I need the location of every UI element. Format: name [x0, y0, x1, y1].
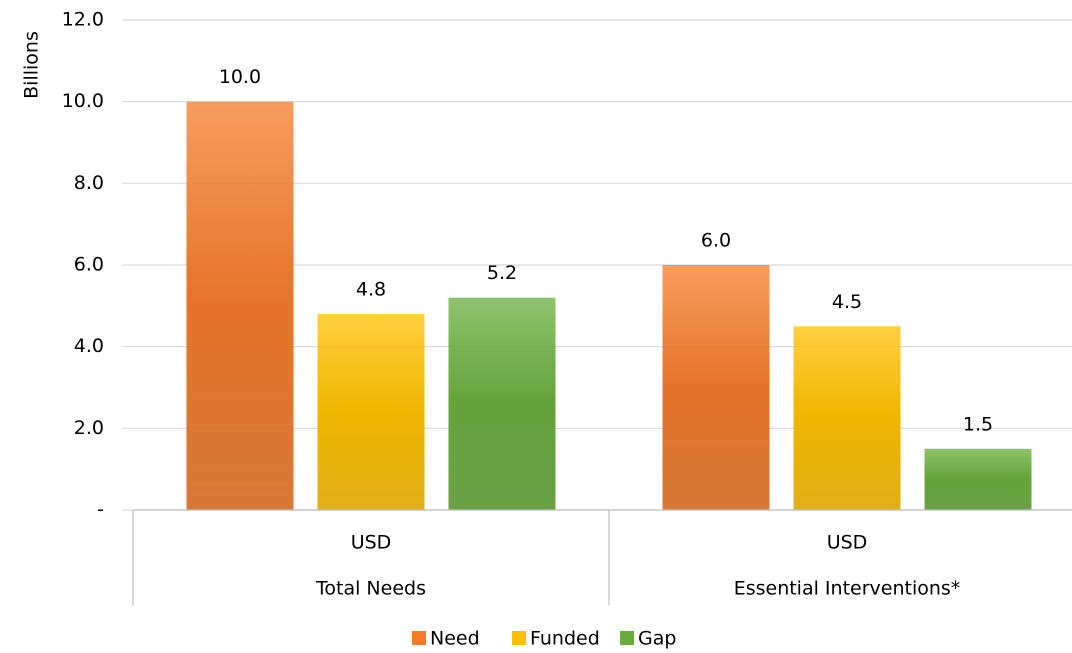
y-tick-label: 10.0 [62, 90, 104, 112]
legend-label: Funded [530, 628, 600, 650]
bar-shade [662, 265, 770, 510]
value-label: 10.0 [219, 66, 261, 88]
bar-shade [924, 448, 1032, 510]
legend-swatch [512, 631, 526, 645]
y-axis-label: Billions [21, 31, 43, 99]
y-tick-label: 12.0 [62, 9, 104, 31]
bar-shade [186, 101, 294, 511]
y-tick-label: 2.0 [74, 417, 104, 439]
legend-label: Need [430, 628, 480, 650]
value-label: 6.0 [701, 230, 731, 252]
value-label: 5.2 [487, 262, 517, 284]
bar-shade [317, 314, 425, 510]
y-tick-label: - [97, 499, 104, 521]
legend-swatch [412, 631, 426, 645]
x-group-label: Essential Interventions* [734, 578, 961, 600]
y-tick-label: 6.0 [74, 254, 104, 276]
value-label: 1.5 [963, 413, 993, 435]
value-label: 4.8 [356, 279, 386, 301]
y-tick-label: 8.0 [74, 172, 104, 194]
x-tick-label: USD [351, 532, 392, 554]
value-label: 4.5 [832, 291, 862, 313]
y-tick-label: 4.0 [74, 335, 104, 357]
bar-shade [793, 326, 901, 510]
bar-shade [448, 297, 556, 510]
legend-label: Gap [638, 628, 676, 650]
x-group-label: Total Needs [315, 578, 426, 600]
x-tick-label: USD [827, 532, 868, 554]
legend-swatch [620, 631, 634, 645]
